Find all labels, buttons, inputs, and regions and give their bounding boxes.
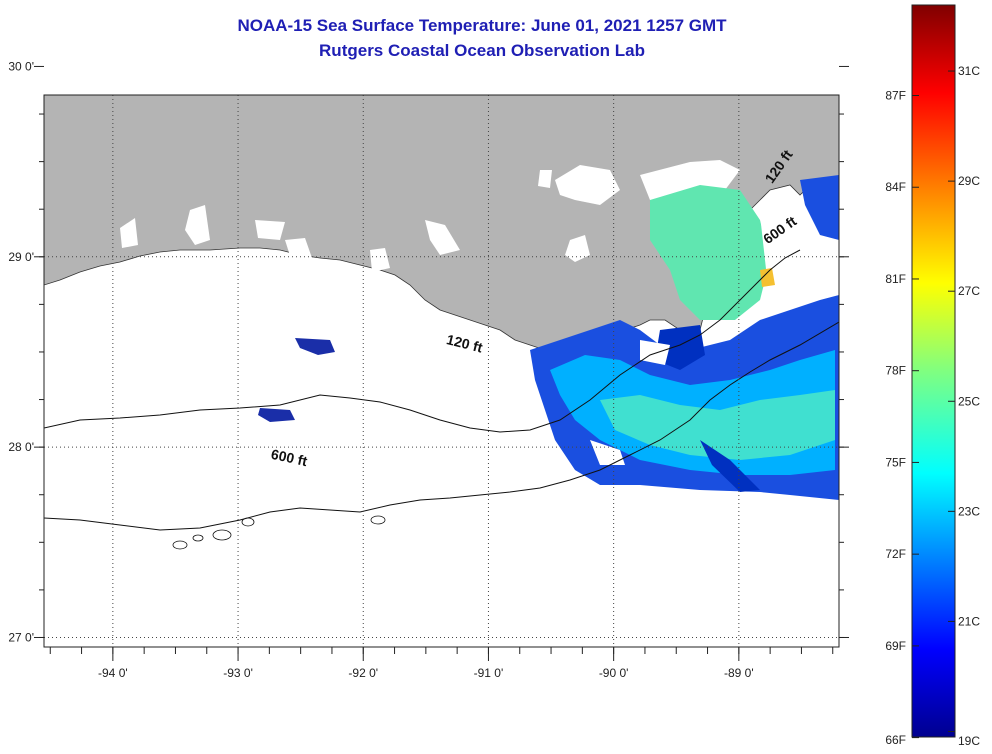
- contour-loop: [370, 515, 386, 525]
- lon-tick-label: -89 0': [724, 666, 754, 680]
- cloud-patch: [185, 205, 210, 245]
- contour-loop: [212, 529, 232, 541]
- lon-tick-label: -94 0': [98, 666, 128, 680]
- lat-tick-label: 28 0': [8, 440, 34, 454]
- contour-120ft: [44, 249, 801, 433]
- colorbar: [911, 4, 956, 738]
- lat-tick-label: 29 0': [8, 250, 34, 264]
- cloud-patch: [120, 218, 138, 248]
- colorbar-label-fahrenheit: 75F: [885, 455, 906, 469]
- sst-data-field: [530, 175, 839, 500]
- contour-loop: [192, 534, 204, 542]
- colorbar-label-celsius: 29C: [958, 174, 980, 188]
- contour-loop: [241, 517, 255, 527]
- lon-tick-label: -92 0': [348, 666, 378, 680]
- colorbar-label-celsius: 19C: [958, 734, 980, 748]
- colorbar-label-fahrenheit: 69F: [885, 639, 906, 653]
- colorbar-labels: 31C 29C 27C 25C 23C 21C 19C 87F 84F 81F 78F 75F 72F 6…: [885, 64, 980, 748]
- plot-frame: [43, 94, 840, 648]
- map-title: NOAA-15 Sea Surface Temperature: June 01…: [237, 16, 727, 35]
- contour-loop: [172, 540, 188, 550]
- lat-tick-label: 30 0': [8, 59, 34, 73]
- cloud-patch: [565, 235, 590, 262]
- colorbar-label-celsius: 21C: [958, 614, 980, 628]
- colorbar-label-fahrenheit: 81F: [885, 272, 906, 286]
- colorbar-label-celsius: 25C: [958, 394, 980, 408]
- lon-tick-label: -91 0': [474, 666, 504, 680]
- lon-tick-label: -93 0': [223, 666, 253, 680]
- cloud-patch: [255, 220, 285, 240]
- cloud-patch: [538, 170, 552, 188]
- cloud-patch: [370, 248, 390, 272]
- contour-600ft: [44, 321, 839, 531]
- cloud-patch: [425, 220, 460, 255]
- colorbar-label-celsius: 27C: [958, 284, 980, 298]
- colorbar-label-fahrenheit: 66F: [885, 733, 906, 747]
- lon-tick-label: -90 0': [599, 666, 629, 680]
- colorbar-label-fahrenheit: 87F: [885, 89, 906, 103]
- colorbar-label-celsius: 31C: [958, 64, 980, 78]
- contour-label: 600 ft: [270, 446, 309, 469]
- map-axes: -94 0' -93 0' -92 0' -91 0' -90 0' -89 0' 30 0…: [8, 59, 849, 680]
- colorbar-label-fahrenheit: 78F: [885, 364, 906, 378]
- sst-patch: [295, 338, 335, 355]
- lat-tick-label: 27 0': [8, 630, 34, 644]
- lat-lon-grid: [44, 95, 839, 647]
- map-subtitle: Rutgers Coastal Ocean Observation Lab: [319, 41, 645, 60]
- cloud-patch: [555, 165, 620, 205]
- cloud-patch: [285, 238, 312, 262]
- sst-patch: [258, 408, 295, 422]
- colorbar-label-fahrenheit: 72F: [885, 547, 906, 561]
- colorbar-label-celsius: 23C: [958, 504, 980, 518]
- colorbar-label-fahrenheit: 84F: [885, 180, 906, 194]
